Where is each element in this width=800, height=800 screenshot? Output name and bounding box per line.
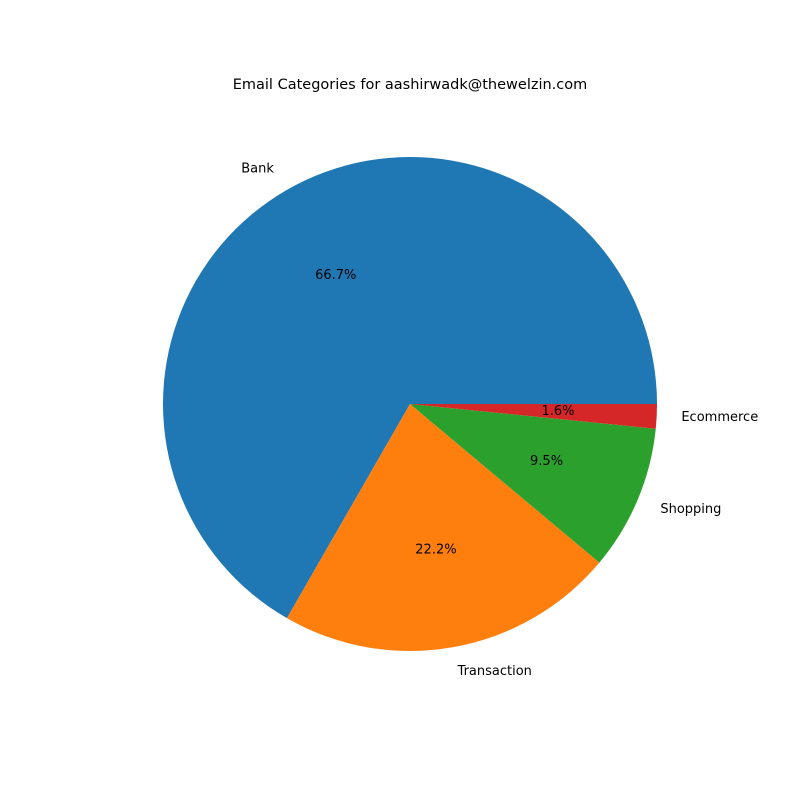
pct-label-shopping: 9.5% (530, 454, 563, 469)
pie-slices (163, 156, 657, 651)
pie-slice-bank (163, 156, 657, 619)
pct-label-transaction: 22.2% (415, 542, 456, 557)
slice-label-ecommerce: Ecommerce (681, 410, 758, 425)
pie-slice-shopping (410, 404, 656, 563)
slice-label-transaction: Transaction (457, 664, 532, 679)
slice-label-shopping: Shopping (660, 502, 721, 517)
slice-label-bank: Bank (241, 161, 274, 176)
pct-label-bank: 66.7% (315, 268, 356, 283)
pct-label-ecommerce: 1.6% (541, 404, 574, 419)
pie-labels: Bank 66.7% Transaction 22.2% Shopping 9.5% Eco… (241, 161, 758, 679)
pie-slice-transaction (286, 404, 600, 651)
chart-title: Email Categories for aashirwadk@thewelzi… (233, 77, 588, 93)
pie-slice-ecommerce (410, 404, 657, 429)
